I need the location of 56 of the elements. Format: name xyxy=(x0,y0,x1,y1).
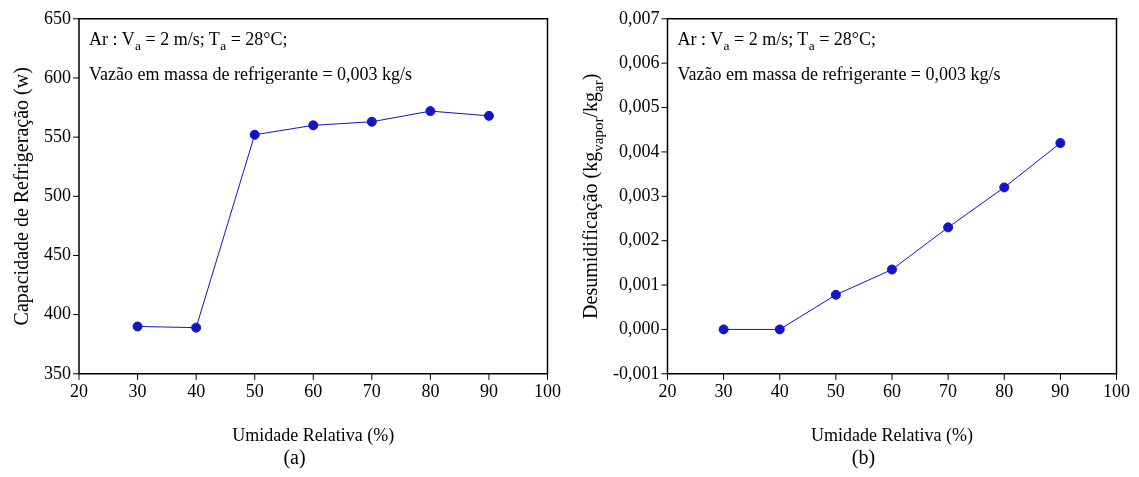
x-tick-label: 50 xyxy=(245,381,264,402)
y-tick-label: 0,005 xyxy=(618,96,660,117)
point xyxy=(483,110,494,121)
y-tick-label: 0,003 xyxy=(618,185,660,206)
y-tick-label: -0,001 xyxy=(612,362,660,383)
x-tick-label: 20 xyxy=(658,381,677,402)
annotation: Vazão em massa de refrigerante = 0,003 kg/s xyxy=(89,63,413,84)
text: (a) xyxy=(283,446,306,470)
x-axis-title: Umidade Relativa (%) xyxy=(811,424,973,446)
point xyxy=(249,129,260,140)
point xyxy=(718,324,729,335)
x-tick-label: 50 xyxy=(826,381,845,402)
text: (b) xyxy=(851,446,876,470)
y-tick-label: 0,007 xyxy=(618,7,660,28)
y-tick-label: 0,000 xyxy=(618,318,660,339)
point xyxy=(132,321,143,332)
point xyxy=(999,182,1010,193)
y-tick-label: 400 xyxy=(44,303,71,324)
y-tick-label: 0,006 xyxy=(618,51,660,72)
x-tick-label: 30 xyxy=(128,381,147,402)
y-tick-label: 350 xyxy=(44,362,71,383)
y-tick-label: 550 xyxy=(44,125,71,146)
y-tick-label: 600 xyxy=(44,66,71,87)
x-tick-label: 60 xyxy=(304,381,323,402)
point xyxy=(191,322,202,333)
x-tick-label: 90 xyxy=(1051,381,1070,402)
x-tick-label: 70 xyxy=(939,381,958,402)
x-tick-label: 60 xyxy=(883,381,901,402)
y-tick-label: 650 xyxy=(44,7,71,28)
x-tick-label: 90 xyxy=(479,381,498,402)
point xyxy=(943,222,954,233)
x-tick-label: 100 xyxy=(1103,381,1130,402)
x-tick-label: 30 xyxy=(714,381,733,402)
y-tick-label: 0,004 xyxy=(618,140,660,161)
point xyxy=(308,120,319,131)
y-axis-title: Capacidade de Refrigeração (w) xyxy=(10,67,33,326)
point xyxy=(1055,138,1066,149)
x-tick-label: 20 xyxy=(70,381,88,402)
point xyxy=(425,106,436,117)
x-axis-title: Umidade Relativa (%) xyxy=(232,424,395,446)
point xyxy=(366,116,377,127)
x-tick-label: 100 xyxy=(534,381,561,402)
y-axis-title: Desumidificação (kgvapor/kgar) xyxy=(579,73,606,319)
x-tick-label: 80 xyxy=(421,381,440,402)
point xyxy=(887,264,897,275)
y-tick-label: 450 xyxy=(44,244,71,265)
x-tick-label: 40 xyxy=(770,381,789,402)
point xyxy=(774,324,785,335)
point xyxy=(830,289,841,300)
y-tick-label: 500 xyxy=(44,185,71,206)
x-tick-label: 80 xyxy=(995,381,1014,402)
annotation: Vazão em massa de refrigerante = 0,003 kg/s xyxy=(677,63,1001,84)
x-tick-label: 70 xyxy=(362,381,381,402)
x-tick-label: 40 xyxy=(187,381,206,402)
y-tick-label: 0,001 xyxy=(618,273,660,294)
y-tick-label: 0,002 xyxy=(618,229,660,250)
